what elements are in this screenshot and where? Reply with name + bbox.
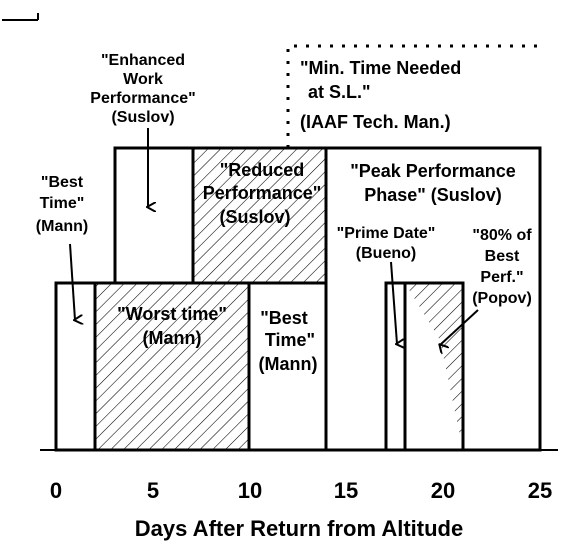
x-tick-label: 0 xyxy=(50,478,62,503)
x-tick-label: 15 xyxy=(334,478,358,503)
x-axis-ticks: 0 5 10 15 20 25 xyxy=(50,478,552,503)
svg-text:Performance": Performance" xyxy=(90,90,195,107)
peak-performance-label: "Peak Performance Phase" (Suslov) xyxy=(350,161,516,205)
best-time-mid-label: "Best Time" (Mann) xyxy=(259,308,318,374)
prime-date-arrow xyxy=(390,261,397,344)
svg-text:Performance": Performance" xyxy=(203,183,322,203)
svg-text:"Worst time": "Worst time" xyxy=(117,304,227,324)
svg-text:Phase" (Suslov): Phase" (Suslov) xyxy=(364,185,502,205)
svg-text:(Mann): (Mann) xyxy=(36,218,88,235)
svg-text:(Mann): (Mann) xyxy=(259,354,318,374)
svg-text:"Best: "Best xyxy=(260,308,308,328)
prime-date-label: "Prime Date" (Bueno) xyxy=(337,225,436,262)
svg-text:Work: Work xyxy=(123,71,163,88)
svg-text:Best: Best xyxy=(485,248,520,265)
x-tick-label: 20 xyxy=(431,478,455,503)
reduced-performance-label: "Reduced Performance" (Suslov) xyxy=(203,160,322,227)
svg-text:(Mann): (Mann) xyxy=(143,328,202,348)
svg-text:Time": Time" xyxy=(265,330,315,350)
prime-date-box xyxy=(384,281,407,452)
svg-text:Time": Time" xyxy=(40,195,85,212)
eighty-percent-hatch xyxy=(405,283,463,450)
eighty-percent-arrow xyxy=(440,309,479,345)
reduced-performance-hatch xyxy=(193,148,326,283)
x-tick-label: 5 xyxy=(147,478,159,503)
best-time-left-label: "Best Time" (Mann) xyxy=(36,174,88,235)
svg-text:(Suslov): (Suslov) xyxy=(111,109,174,126)
svg-text:at S.L.": at S.L." xyxy=(308,82,371,102)
svg-text:(Bueno): (Bueno) xyxy=(356,245,416,262)
svg-text:"80% of: "80% of xyxy=(472,227,532,244)
enhanced-work-box xyxy=(113,146,195,285)
svg-text:"Prime Date": "Prime Date" xyxy=(337,225,436,242)
eighty-percent-label: "80% of Best Perf." (Popov) xyxy=(472,227,532,307)
svg-text:"Reduced: "Reduced xyxy=(220,160,305,180)
svg-text:Perf.": Perf." xyxy=(480,269,523,286)
best-time-left-box xyxy=(54,281,97,452)
svg-text:(Suslov): (Suslov) xyxy=(219,207,290,227)
svg-text:"Enhanced: "Enhanced xyxy=(101,52,185,69)
x-tick-label: 10 xyxy=(238,478,262,503)
svg-text:"Peak Performance: "Peak Performance xyxy=(350,161,516,181)
worst-time-hatch xyxy=(95,283,249,450)
worst-time-label: "Worst time" (Mann) xyxy=(117,304,227,348)
x-tick-label: 25 xyxy=(528,478,552,503)
best-time-left-arrow xyxy=(69,243,75,320)
svg-text:"Best: "Best xyxy=(41,174,84,191)
svg-text:"Min. Time Needed: "Min. Time Needed xyxy=(300,58,461,78)
enhanced-work-label: "Enhanced Work Performance" (Suslov) xyxy=(90,52,195,126)
svg-text:(IAAF Tech. Man.): (IAAF Tech. Man.) xyxy=(300,112,451,132)
x-axis-title: Days After Return from Altitude xyxy=(135,516,463,541)
min-time-label: "Min. Time Needed at S.L." (IAAF Tech. M… xyxy=(300,58,461,132)
svg-text:(Popov): (Popov) xyxy=(472,290,532,307)
